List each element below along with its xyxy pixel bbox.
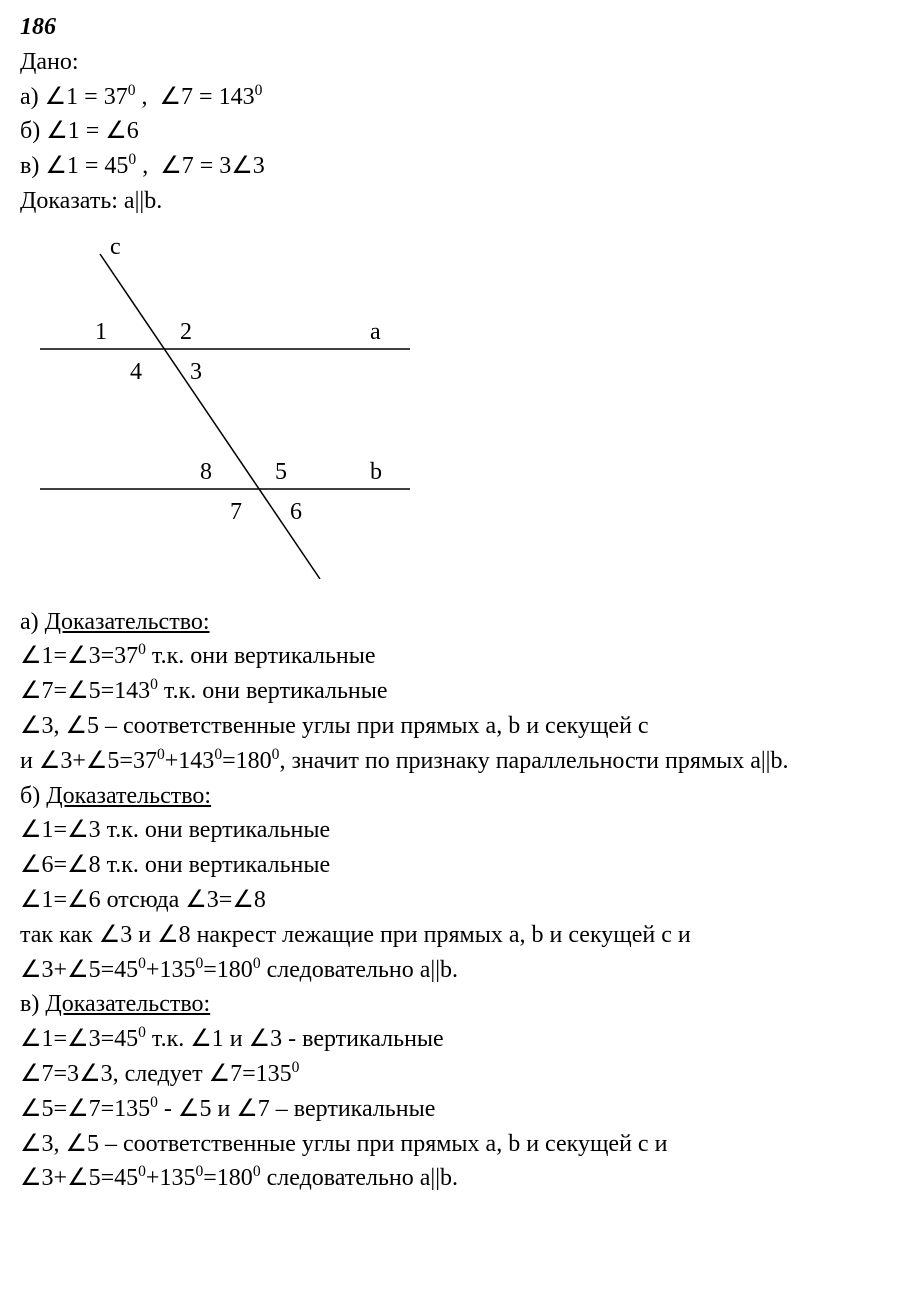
- proof-b-line2: 6=8 т.к. они вертикальные: [20, 848, 887, 883]
- given-c: в) 1 = 450 , 7 = 33: [20, 149, 887, 184]
- given-b: б) 1 = 6: [20, 114, 887, 149]
- svg-text:5: 5: [275, 459, 287, 485]
- proof-c-line3: 5=7=1350 - 5 и 7 – вертикальные: [20, 1092, 887, 1127]
- svg-text:b: b: [370, 459, 382, 485]
- given-label: Дано:: [20, 45, 887, 80]
- proof-c-line5: 3+5=450+1350=1800 следовательно a||b.: [20, 1161, 887, 1196]
- proof-b-header: б) Доказательство:: [20, 779, 887, 814]
- proof-a-header: а) Доказательство:: [20, 605, 887, 640]
- proof-a-line2: 7=5=1430 т.к. они вертикальные: [20, 674, 887, 709]
- proof-a-line1: 1=3=370 т.к. они вертикальные: [20, 639, 887, 674]
- svg-text:c: c: [110, 234, 121, 260]
- svg-text:3: 3: [190, 359, 202, 385]
- proof-c-header: в) Доказательство:: [20, 987, 887, 1022]
- prove-statement: Доказать: a||b.: [20, 184, 887, 219]
- svg-text:a: a: [370, 319, 381, 345]
- proof-c-line2: 7=33, следует 7=1350: [20, 1057, 887, 1092]
- proof-a-line3: 3, 5 – соответственные углы при прямых a…: [20, 709, 887, 744]
- proof-c-line1: 1=3=450 т.к. 1 и 3 - вертикальные: [20, 1022, 887, 1057]
- proof-b-line1: 1=3 т.к. они вертикальные: [20, 813, 887, 848]
- proof-b-line4: так как 3 и 8 накрест лежащие при прямых…: [20, 918, 887, 953]
- svg-text:2: 2: [180, 319, 192, 345]
- given-a: а) 1 = 370 , 7 = 1430: [20, 80, 887, 115]
- proof-c-line4: 3, 5 – соответственные углы при прямых a…: [20, 1127, 887, 1162]
- svg-text:8: 8: [200, 459, 212, 485]
- proof-b-line3: 1=6 отсюда 3=8: [20, 883, 887, 918]
- svg-text:6: 6: [290, 499, 302, 525]
- svg-text:7: 7: [230, 499, 242, 525]
- diagram-container: 12345678cab: [20, 229, 887, 590]
- svg-text:1: 1: [95, 319, 107, 345]
- svg-text:4: 4: [130, 359, 142, 385]
- proof-b-line5: 3+5=450+1350=1800 следовательно a||b.: [20, 953, 887, 988]
- proof-a-line4: и 3+5=370+1430=1800, значит по признаку …: [20, 744, 887, 779]
- angle-diagram: 12345678cab: [20, 229, 420, 579]
- problem-number: 186: [20, 10, 887, 45]
